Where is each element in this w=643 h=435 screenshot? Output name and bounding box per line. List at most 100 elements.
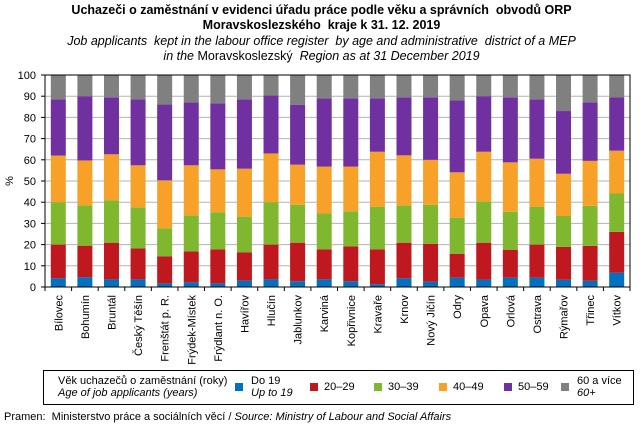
legend-label-en: 60+ xyxy=(577,387,596,399)
bar-segment xyxy=(183,282,199,287)
y-tick-label: 50 xyxy=(24,176,36,188)
bar-stack xyxy=(449,75,465,287)
bar-segment xyxy=(157,75,173,105)
x-tick-label: Bohumín xyxy=(80,295,92,339)
bar-segment xyxy=(316,166,332,214)
bar-segment xyxy=(77,96,93,161)
bar-segment xyxy=(423,204,439,244)
bar-segment xyxy=(77,245,93,278)
title-en-part-c: Region as at 31 December 2019 xyxy=(292,49,480,63)
bar-segment xyxy=(556,173,572,216)
bar-segment xyxy=(423,243,439,282)
x-tick-label: Nový Jičín xyxy=(426,295,438,346)
bar-segment xyxy=(582,102,598,161)
legend-label: 20–29 xyxy=(324,381,355,393)
legend-label: 50–59 xyxy=(518,381,549,393)
x-tick-label: Odry xyxy=(452,295,464,319)
source-cz: Pramen: Ministerstvo práce a sociálních … xyxy=(4,411,235,423)
source-en: Source: Ministry of Labour and Social Af… xyxy=(234,411,452,423)
bar-segment xyxy=(343,211,359,247)
bar-segment xyxy=(316,249,332,280)
bar-segment xyxy=(130,279,146,287)
bar-segment xyxy=(556,279,572,287)
bar-segment xyxy=(609,75,625,98)
x-tick-label: Bruntál xyxy=(107,295,119,330)
bar-segment xyxy=(396,278,412,287)
bar-segment xyxy=(423,159,439,205)
legend-item: 60 a více 60+ xyxy=(577,375,622,399)
legend-swatch xyxy=(504,383,512,391)
legend-item: 30–39 xyxy=(388,381,419,393)
y-tick-label: 10 xyxy=(24,261,36,273)
y-tick-label: 60 xyxy=(24,155,36,167)
bar-stack xyxy=(103,75,119,287)
bar-segment xyxy=(502,277,518,287)
bar-segment xyxy=(157,228,173,257)
bar-segment xyxy=(609,272,625,287)
bar-segment xyxy=(210,249,226,284)
bar-segment xyxy=(236,168,252,217)
bar-stack xyxy=(290,75,306,287)
bar-segment xyxy=(476,75,492,97)
bar-segment xyxy=(50,244,66,279)
bar-stack xyxy=(157,75,173,287)
x-tick-label: Frýdek-Místek xyxy=(186,295,198,365)
legend-swatch xyxy=(310,383,318,391)
bar-segment xyxy=(157,180,173,229)
bar-stack xyxy=(476,75,492,287)
legend-item: 20–29 xyxy=(324,381,355,393)
bar-segment xyxy=(476,96,492,152)
bar-segment xyxy=(396,205,412,243)
x-tick-label: Ostrava xyxy=(532,294,544,333)
bar-segment xyxy=(183,215,199,252)
x-tick-label: Havířov xyxy=(239,295,251,333)
legend-swatch xyxy=(374,383,382,391)
bar-segment xyxy=(77,75,93,97)
chart-title-en: Job applicants kept in the labour office… xyxy=(67,34,576,48)
legend-swatch xyxy=(439,383,447,391)
bar-stack xyxy=(529,75,545,287)
bar-stack xyxy=(77,75,93,287)
bar-segment xyxy=(476,151,492,202)
bar-segment xyxy=(263,279,279,287)
bar-segment xyxy=(50,155,66,203)
bar-segment xyxy=(290,164,306,205)
bar-segment xyxy=(582,160,598,206)
x-tick-label: Frenštát p. R. xyxy=(160,295,172,362)
legend-item: Do 19 Up to 19 xyxy=(251,375,293,399)
legend-swatch xyxy=(561,383,569,391)
bar-segment xyxy=(423,97,439,160)
bar-segment xyxy=(476,201,492,243)
bar-segment xyxy=(582,245,598,281)
bar-stack xyxy=(369,75,385,287)
x-tick-label: Jablunkov xyxy=(293,295,305,345)
legend-item: 50–59 xyxy=(518,381,549,393)
bar-segment xyxy=(529,206,545,245)
bar-segment xyxy=(449,277,465,287)
plot-area-frame xyxy=(44,74,631,288)
bar-segment xyxy=(236,216,252,253)
bar-segment xyxy=(502,249,518,278)
bar-segment xyxy=(369,206,385,250)
legend-label-en: Up to 19 xyxy=(251,387,293,399)
legend-item: 40–49 xyxy=(453,381,484,393)
bar-segment xyxy=(157,283,173,287)
bar-segment xyxy=(556,246,572,280)
bar-segment xyxy=(210,75,226,104)
source-note: Pramen: Ministerstvo práce a sociálních … xyxy=(4,411,451,423)
y-tick-label: 80 xyxy=(24,112,36,124)
bar-segment xyxy=(77,277,93,287)
bar-segment xyxy=(157,256,173,284)
legend-label: 40–49 xyxy=(453,381,484,393)
bar-segment xyxy=(449,75,465,101)
legend-title: Věk uchazečů o zaměstnání (roky) Age of … xyxy=(58,375,227,399)
bar-segment xyxy=(423,281,439,287)
bar-segment xyxy=(476,279,492,287)
bar-segment xyxy=(502,75,518,98)
bar-stack xyxy=(556,75,572,287)
bar-segment xyxy=(396,155,412,206)
bar-segment xyxy=(502,97,518,163)
bar-segment xyxy=(103,200,119,243)
bar-segment xyxy=(343,246,359,282)
bar-segment xyxy=(396,242,412,279)
